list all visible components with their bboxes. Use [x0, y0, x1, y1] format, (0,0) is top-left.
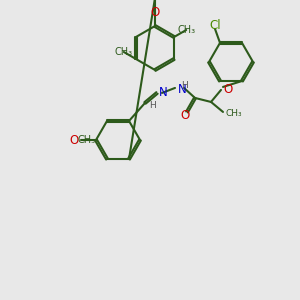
Text: H: H [149, 101, 156, 110]
Text: O: O [150, 5, 160, 19]
Text: Cl: Cl [209, 20, 221, 32]
Text: O: O [70, 134, 79, 146]
Text: N: N [159, 86, 168, 99]
Text: CH₃: CH₃ [226, 110, 243, 118]
Text: O: O [223, 83, 232, 96]
Text: CH₃: CH₃ [115, 47, 133, 57]
Text: N: N [178, 83, 187, 96]
Text: CH₃: CH₃ [78, 135, 96, 145]
Text: O: O [180, 110, 190, 122]
Text: H: H [182, 81, 188, 90]
Text: CH₃: CH₃ [177, 25, 195, 35]
